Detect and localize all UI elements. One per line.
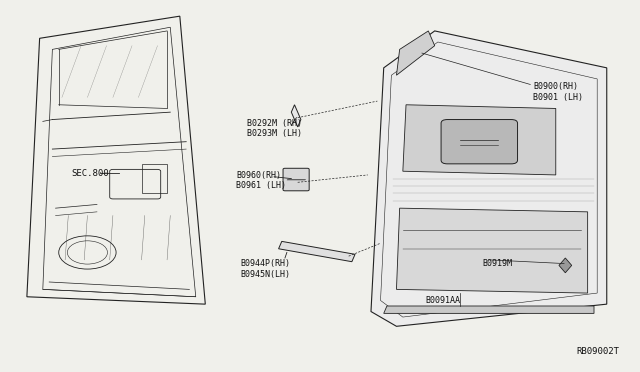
Text: B0292M (RH)
B0293M (LH): B0292M (RH) B0293M (LH) bbox=[246, 119, 301, 138]
Polygon shape bbox=[371, 31, 607, 326]
Bar bbox=[141, 164, 167, 193]
Text: B0919M: B0919M bbox=[483, 259, 513, 268]
Text: B0960(RH)
B0961 (LH): B0960(RH) B0961 (LH) bbox=[236, 171, 286, 190]
Polygon shape bbox=[396, 208, 588, 293]
FancyBboxPatch shape bbox=[283, 168, 309, 191]
Polygon shape bbox=[396, 31, 435, 75]
Text: RB09002T: RB09002T bbox=[577, 347, 620, 356]
Polygon shape bbox=[384, 306, 594, 313]
Polygon shape bbox=[291, 105, 301, 127]
Text: B0944P(RH)
B0945N(LH): B0944P(RH) B0945N(LH) bbox=[241, 259, 291, 279]
Polygon shape bbox=[559, 258, 572, 273]
Text: B0900(RH)
B0901 (LH): B0900(RH) B0901 (LH) bbox=[534, 82, 584, 102]
Text: SEC.800: SEC.800 bbox=[72, 169, 109, 177]
Polygon shape bbox=[278, 241, 355, 262]
Text: B0091AA: B0091AA bbox=[425, 296, 460, 305]
FancyBboxPatch shape bbox=[441, 119, 518, 164]
Polygon shape bbox=[403, 105, 556, 175]
